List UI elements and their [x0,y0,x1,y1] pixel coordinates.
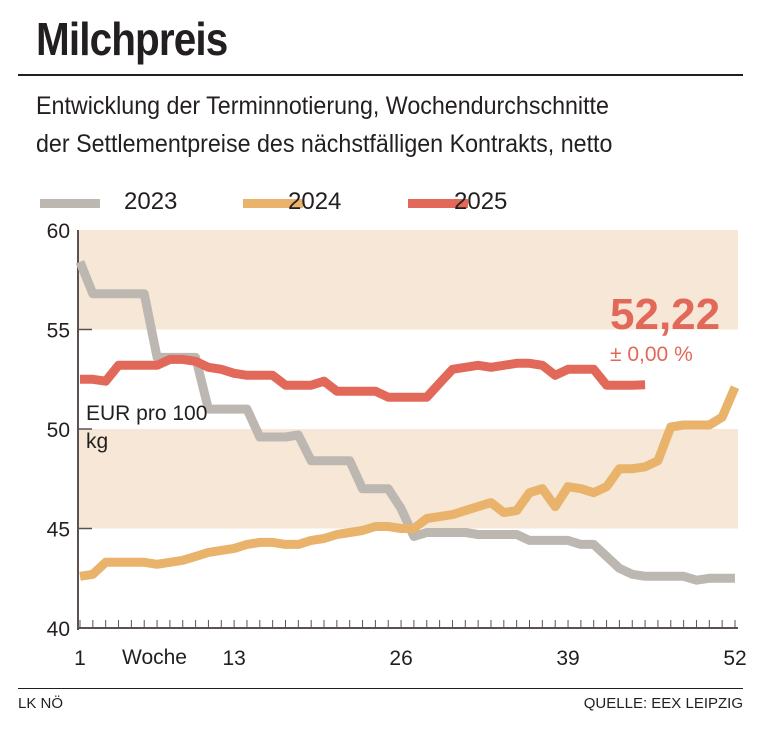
footer-divider [18,688,743,689]
legend-swatch-2023 [40,199,100,208]
legend-label-2023: 2023 [124,188,178,215]
y-tick-label: 60 [47,220,70,243]
x-tick-label: 13 [222,647,245,670]
footer-credit: LK NÖ [18,695,64,712]
x-tick-label: 52 [723,647,746,670]
legend-label-2024: 2024 [288,188,342,215]
y-axis-label: EUR pro 100 kg [86,402,208,453]
x-axis-label: Woche [122,646,187,669]
y-tick-label: 40 [47,618,70,641]
series-line-2024 [79,385,740,581]
y-tick-label: 50 [47,419,70,442]
band-0 [78,230,738,330]
subtitle-line-1: Entwicklung der Terminnotierung, Wochend… [36,92,609,120]
series-line-2025 [80,354,646,402]
legend-swatch-2025 [408,199,468,208]
latest-value: 52,22 [610,290,721,339]
legend-label-2025: 2025 [454,188,508,215]
legend-swatch-2024 [243,199,303,208]
y-tick-label: 45 [47,519,70,542]
band-1 [78,429,738,529]
latest-change: ± 0,00 % [610,343,693,366]
x-tick-label: 39 [556,647,579,670]
title-divider [18,74,743,76]
x-tick-label: 1 [74,647,86,670]
subtitle-line-2: der Settlementpreise des nächstfälligen … [36,130,613,158]
page-title: Milchpreis [36,13,228,65]
y-tick-label: 55 [47,320,70,343]
x-tick-label: 26 [389,647,412,670]
footer-source: QUELLE: EEX LEIPZIG [583,695,743,712]
